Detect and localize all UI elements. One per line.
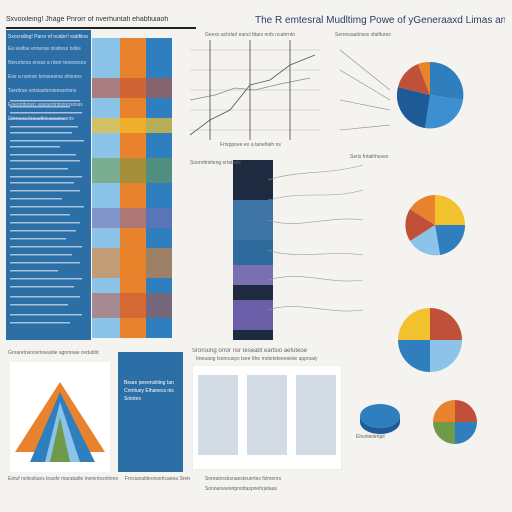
center-right-label: Soonrttmiteng ertatrats <box>190 160 241 166</box>
blue-box-line: Sntotes <box>124 396 141 402</box>
page-title: The R emtesral Mudltimg Powe of yGeneraa… <box>255 15 505 26</box>
top-left-title: Sxvoixleing! Jhage Pnrorr of nverhuntafi… <box>6 16 169 23</box>
pie-chart-icon <box>405 195 466 256</box>
left-line: Nnrurtsrss ensss a nisnr tenesnsos <box>8 60 87 66</box>
left-line: Ee iesltse enneras niisitess tsllss <box>8 46 81 52</box>
center-flow-lines <box>268 164 364 312</box>
bottom-center-sub: Imeuang Isonouays tsee Ithe moteteteeesi… <box>196 356 318 362</box>
footer-text: Snreatnrsbsnaesteuertes fslmenrs <box>205 476 282 482</box>
left-line: Eisr a nsnnsr tenseesros eltsrsns <box>8 74 82 80</box>
center-mid-caption: Frtsppoee eo a tanehieh ns <box>220 142 281 148</box>
blue-box-line: Beare peeensitiing Ian <box>124 380 174 386</box>
blue-box-line: Cnmtuey Eihanecs nis <box>124 388 174 394</box>
pie-callouts <box>339 49 391 131</box>
right-top-label: Sernnsaatinsss sfaiftures <box>335 32 391 38</box>
vertical-stripe-chart <box>92 38 172 338</box>
left-line: Enennttsnen sseoentntsnonsosss <box>8 102 83 108</box>
pie-chart-icon <box>396 61 464 129</box>
left-blue-panel <box>6 30 91 340</box>
right-bottom-label: Ehsinteiertpil <box>356 434 385 440</box>
footer-text: Fmxianatiteonsehcaeea Sretesenet <box>125 476 190 482</box>
footer-text: Sonoarwunetpnottaspnehrjetaas <box>205 486 277 492</box>
center-top-caption: Geexs achrlarl eancl tttars nnfs ncatrrn… <box>205 32 296 38</box>
pie-chart-icon <box>360 404 400 434</box>
left-line: Tseritrue ontsiastersieessntsns <box>8 88 77 94</box>
pie-chart-icon <box>433 400 477 444</box>
bottom-left-chart <box>10 362 110 472</box>
bottom-center-header: Sroroung orror nsr Ieseabt eartsio aefut… <box>192 348 308 354</box>
blue-box: Beare peeensitiing Ian Cnmtuey Eihanecs … <box>118 352 183 472</box>
bottom-center-panel <box>192 365 342 470</box>
center-gradient-chart <box>233 160 273 340</box>
center-line-chart <box>189 40 320 140</box>
pie-chart-icon <box>398 308 462 372</box>
right-mid-label: Seris fntaihhuves <box>350 154 389 160</box>
bottom-left-header: Gnraretrwoosmoeadie agnmsae ovdubbt <box>8 350 99 356</box>
footer-text: Eetuf nelinstiues leaofe maratadle ineni… <box>8 476 118 482</box>
divider <box>6 27 196 29</box>
left-faux-text <box>10 100 84 324</box>
left-header: Sxocndlng! Paror of nvabrr! eabfiinals <box>8 34 88 40</box>
